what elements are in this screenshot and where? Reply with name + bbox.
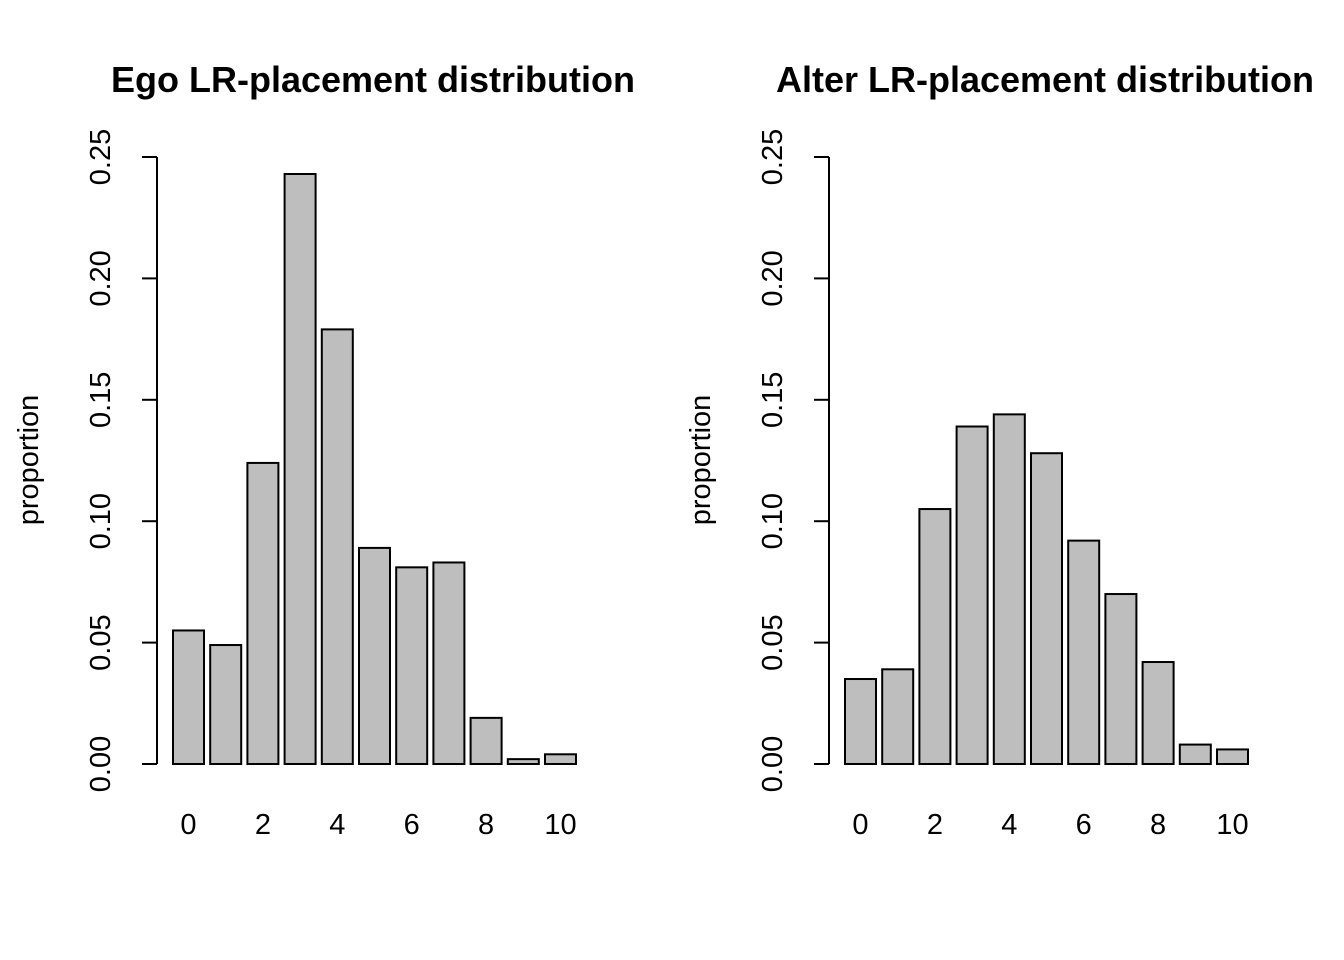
bar-2: [918, 508, 952, 765]
y-tick-label: 0.15: [757, 372, 789, 428]
bar-1: [881, 668, 915, 765]
x-tick-label: 2: [255, 809, 271, 841]
bar-6: [395, 566, 429, 765]
x-tick-label: 2: [927, 809, 943, 841]
bar-4: [992, 413, 1026, 765]
ego-chart-panel: Ego LR-placement distribution proportion 0…: [13, 59, 635, 841]
chart-title: Alter LR-placement distribution: [776, 59, 1314, 100]
y-tick-label: 0.10: [757, 493, 789, 549]
bar-10: [1216, 748, 1249, 766]
x-tick-label: 0: [180, 809, 196, 841]
bar-10: [544, 753, 577, 766]
y-tick-label: 0.20: [85, 250, 117, 306]
x-tick-label: 8: [478, 809, 494, 841]
bar-0: [172, 629, 205, 766]
bar-8: [1141, 661, 1175, 765]
x-tick-label: 4: [1001, 809, 1017, 841]
bar-8: [469, 716, 503, 765]
y-tick-label: 0.15: [85, 372, 117, 428]
y-tick-label: 0.20: [757, 250, 789, 306]
bar-1: [209, 644, 243, 766]
alter-chart-panel: Alter LR-placement distribution proportio…: [685, 59, 1314, 841]
y-axis-label: proportion: [13, 395, 45, 526]
bar-9: [506, 758, 540, 765]
bar-5: [1030, 452, 1063, 765]
y-tick-label: 0.05: [85, 614, 117, 670]
y-tick-label: 0.00: [85, 736, 117, 792]
chart-title: Ego LR-placement distribution: [111, 59, 635, 100]
y-tick-label: 0.25: [757, 129, 789, 185]
x-tick-label: 0: [852, 809, 868, 841]
x-tick-label: 10: [1216, 809, 1248, 841]
x-tick-label: 6: [404, 809, 420, 841]
y-tick-label: 0.05: [757, 614, 789, 670]
y-tick-label: 0.10: [85, 493, 117, 549]
bar-5: [358, 546, 391, 766]
x-tick-label: 6: [1076, 809, 1092, 841]
bar-4: [320, 328, 354, 765]
bar-7: [1104, 593, 1138, 765]
bar-0: [844, 678, 877, 766]
y-tick-label: 0.25: [85, 129, 117, 185]
y-tick-label: 0.00: [757, 736, 789, 792]
x-tick-label: 10: [544, 809, 576, 841]
bar-9: [1178, 743, 1212, 765]
bar-6: [1067, 539, 1101, 766]
x-tick-label: 8: [1150, 809, 1166, 841]
bar-7: [432, 561, 466, 766]
x-tick-label: 4: [329, 809, 345, 841]
y-axis-label: proportion: [685, 395, 717, 526]
bar-2: [246, 461, 280, 765]
bar-3: [955, 425, 989, 765]
bar-3: [283, 172, 317, 766]
